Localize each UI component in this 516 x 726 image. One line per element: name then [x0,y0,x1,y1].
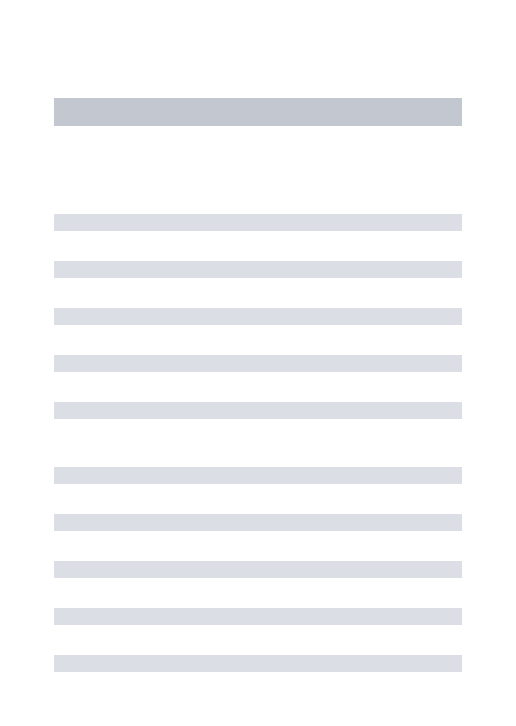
skeleton-line [54,261,462,278]
skeleton-container [0,0,516,726]
skeleton-line-group-1 [54,214,462,419]
skeleton-group-gap [54,419,462,467]
skeleton-line [54,402,462,419]
skeleton-line [54,467,462,484]
skeleton-line [54,561,462,578]
skeleton-header-bar [54,98,462,126]
skeleton-line [54,355,462,372]
skeleton-line [54,608,462,625]
skeleton-line [54,514,462,531]
skeleton-line [54,308,462,325]
skeleton-line [54,214,462,231]
skeleton-line-group-2 [54,467,462,672]
skeleton-line [54,655,462,672]
